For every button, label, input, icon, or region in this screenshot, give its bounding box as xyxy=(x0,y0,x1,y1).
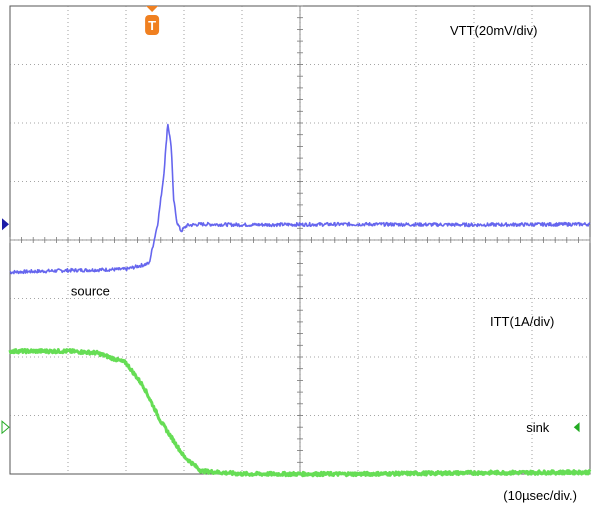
trigger-marker: T xyxy=(145,6,160,35)
annotation-source: source xyxy=(71,284,110,299)
trigger-badge xyxy=(145,15,160,35)
trigger-arrow-icon xyxy=(146,6,159,12)
trace-vtt xyxy=(9,123,591,275)
trace-itt xyxy=(8,348,592,478)
sink-arrow-icon xyxy=(573,422,580,433)
traces xyxy=(8,123,592,478)
channel-markers xyxy=(1,218,580,435)
trigger-label: T xyxy=(148,18,156,33)
series-label-itt: ITT(1A/div) xyxy=(490,314,554,329)
grid xyxy=(9,5,591,475)
channel-2-marker xyxy=(1,420,10,435)
labels: VTT(20mV/div) ITT(1A/div) source sink xyxy=(71,23,554,435)
annotation-sink: sink xyxy=(526,420,550,435)
timebase-label: (10µsec/div.) xyxy=(503,488,577,503)
channel-1-marker xyxy=(2,218,9,231)
series-label-vtt: VTT(20mV/div) xyxy=(450,23,537,38)
